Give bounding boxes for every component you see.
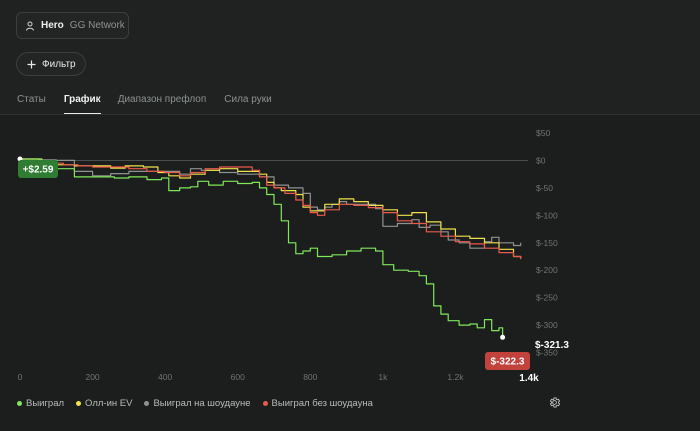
- series-line-1: [20, 158, 522, 259]
- end-point: [500, 334, 506, 340]
- y-tick-label: $-350: [536, 348, 558, 358]
- x-tick-label: 1k: [378, 372, 388, 382]
- network-name: GG Network: [69, 20, 125, 31]
- end-showdown-label: $-321.3: [535, 340, 569, 351]
- user-icon: [26, 21, 34, 31]
- y-tick-label: $0: [536, 155, 546, 165]
- legend-non-showdown[interactable]: Выиграл без шоудауна: [262, 398, 373, 409]
- plus-icon: [27, 60, 36, 68]
- filter-label: Фильтр: [42, 58, 76, 70]
- tabs-divider: [0, 114, 700, 115]
- legend-non-showdown-dot: [262, 401, 268, 406]
- hero-selector[interactable]: Hero GG Network: [16, 12, 129, 39]
- legend-showdown[interactable]: Выиграл на шоудауне: [144, 398, 251, 409]
- y-tick-label: $50: [536, 128, 550, 138]
- y-tick-label: $-50: [536, 183, 553, 193]
- legend-allin-ev-dot: [76, 401, 82, 406]
- legend-non-showdown-label: Выиграл без шоудауна: [271, 398, 373, 409]
- legend-won-dot: [17, 401, 22, 406]
- x-tick-label: 800: [303, 372, 317, 382]
- chart-legend: Выиграл Олл-ин EV Выиграл на шоудауне Вы…: [17, 398, 373, 409]
- tab-stats[interactable]: Статы: [17, 94, 46, 105]
- x-tick-label: 1.2k: [447, 372, 464, 382]
- gear-icon[interactable]: [548, 396, 561, 409]
- legend-won-label: Выиграл: [26, 398, 65, 409]
- legend-showdown-label: Выиграл на шоудауне: [153, 398, 251, 409]
- y-tick-label: $-200: [536, 265, 558, 275]
- end-won-badge-bg: [485, 352, 530, 370]
- hero-name: Hero: [41, 20, 64, 31]
- start-badge-bg: [18, 160, 58, 178]
- start-badge-label: +$2.59: [23, 165, 54, 176]
- x-tick-label: 400: [158, 372, 172, 382]
- y-tick-label: $-300: [536, 320, 558, 330]
- legend-showdown-dot: [144, 401, 150, 406]
- y-tick-label: $-250: [536, 293, 558, 303]
- x-tick-label: 0: [18, 372, 23, 382]
- legend-won[interactable]: Выиграл: [17, 398, 64, 409]
- filter-button[interactable]: Фильтр: [16, 52, 86, 76]
- tab-hand-strength[interactable]: Сила руки: [224, 94, 272, 105]
- end-won-badge-label: $-322.3: [491, 357, 525, 368]
- x-tick-label-last: 1.4k: [519, 373, 539, 384]
- series-line-2: [20, 158, 522, 249]
- tab-preflop-range[interactable]: Диапазон префлоп: [117, 94, 207, 105]
- x-tick-label: 200: [85, 372, 99, 382]
- series-line-0: [20, 158, 504, 338]
- legend-allin-ev[interactable]: Олл-ин EV: [76, 398, 132, 409]
- y-tick-label: $-150: [536, 238, 558, 248]
- legend-allin-ev-label: Олл-ин EV: [85, 398, 133, 409]
- y-tick-label: $-100: [536, 210, 558, 220]
- series-line-3: [20, 158, 522, 260]
- x-tick-label: 600: [231, 372, 245, 382]
